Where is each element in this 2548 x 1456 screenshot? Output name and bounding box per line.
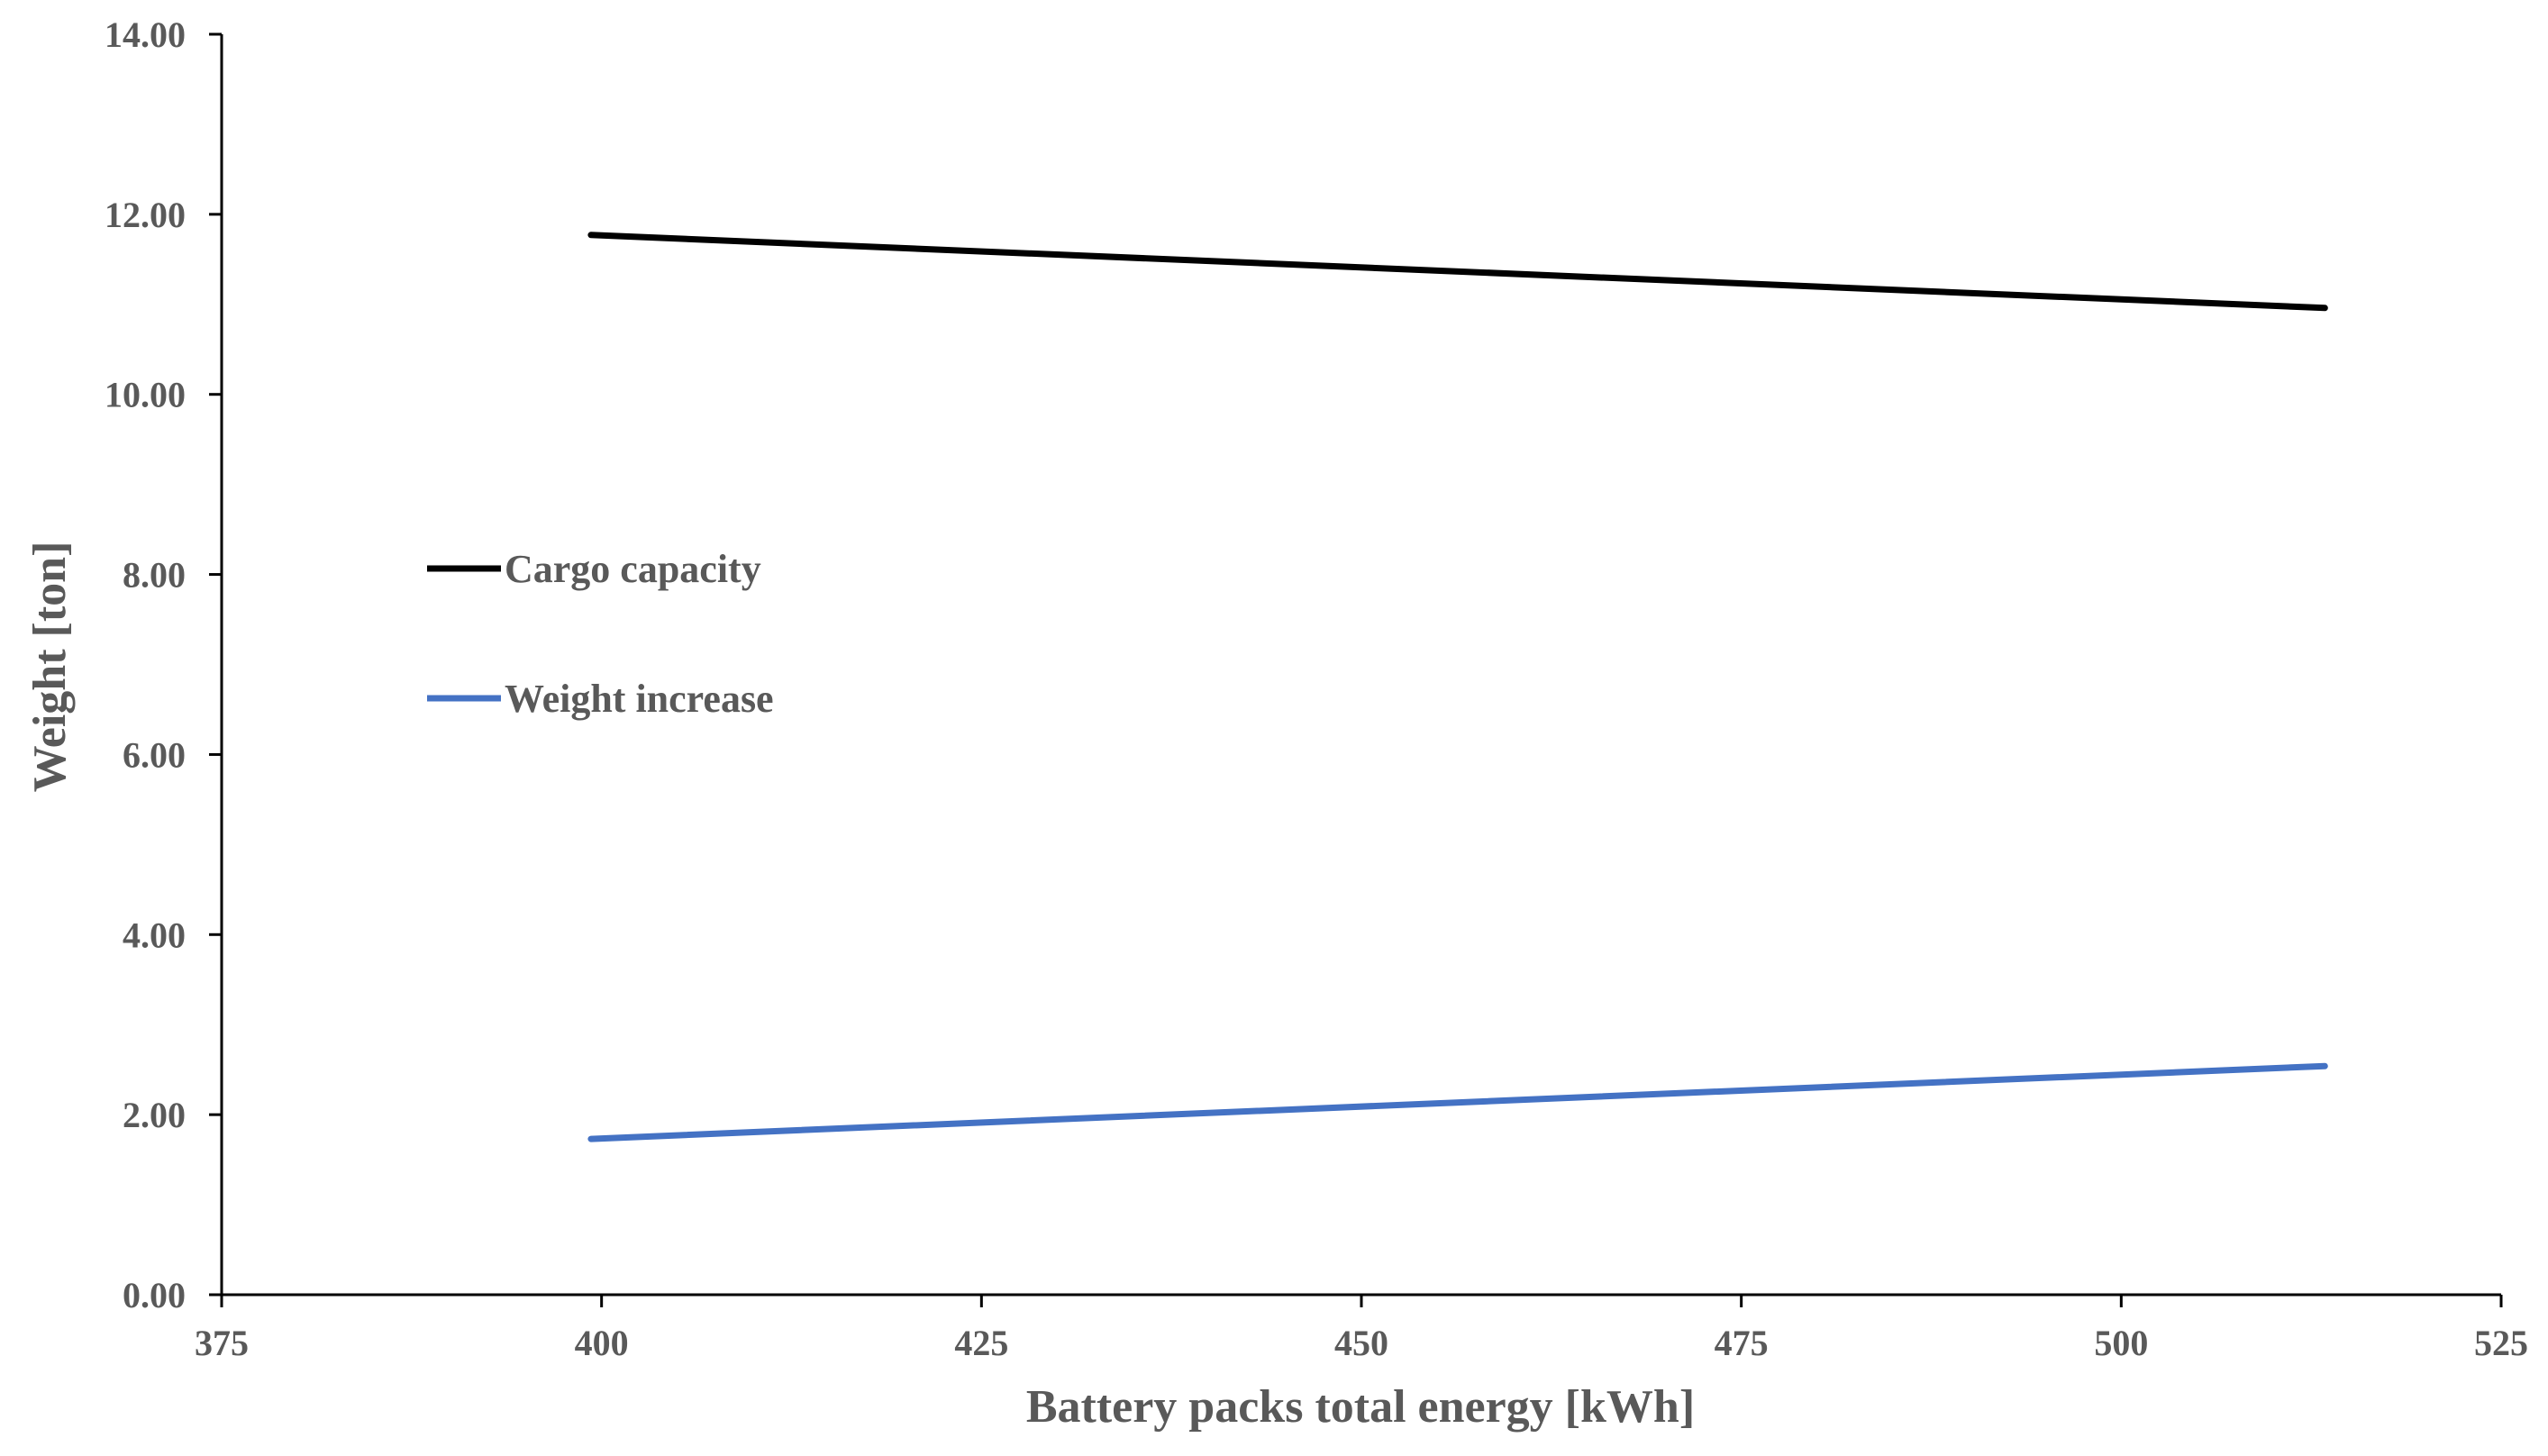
x-tick-label: 375 [195, 1323, 249, 1363]
y-tick-label: 4.00 [123, 915, 186, 955]
x-tick-label: 500 [2094, 1323, 2148, 1363]
y-tick-label: 12.00 [105, 195, 186, 235]
legend: Cargo capacity Weight increase [427, 547, 774, 721]
y-tick-label: 14.00 [105, 14, 186, 55]
y-axis: 0.00 2.00 4.00 6.00 8.00 10.00 12.00 14.00 [105, 14, 223, 1315]
x-tick-label: 475 [1715, 1323, 1769, 1363]
series-lines [587, 232, 2328, 1142]
y-tick-label: 0.00 [123, 1275, 186, 1315]
legend-label-weight-increase: Weight increase [505, 677, 774, 721]
series-line-weight-increase [587, 1062, 2328, 1142]
legend-label-cargo-capacity: Cargo capacity [505, 547, 761, 591]
x-tick-label: 450 [1334, 1323, 1388, 1363]
y-tick-label: 8.00 [123, 555, 186, 596]
x-axis-title: Battery packs total energy [kWh] [1026, 1381, 1695, 1433]
x-tick-label: 525 [2474, 1323, 2528, 1363]
x-axis: 375 400 425 450 475 500 525 [195, 1293, 2528, 1363]
y-tick-label: 6.00 [123, 734, 186, 775]
y-axis-title: Weight [ton] [24, 541, 76, 793]
x-tick-label: 400 [575, 1323, 629, 1363]
y-tick-label: 2.00 [123, 1095, 186, 1135]
x-tick-label: 425 [954, 1323, 1008, 1363]
series-line-cargo-capacity [587, 232, 2328, 312]
y-tick-label: 10.00 [105, 375, 186, 415]
